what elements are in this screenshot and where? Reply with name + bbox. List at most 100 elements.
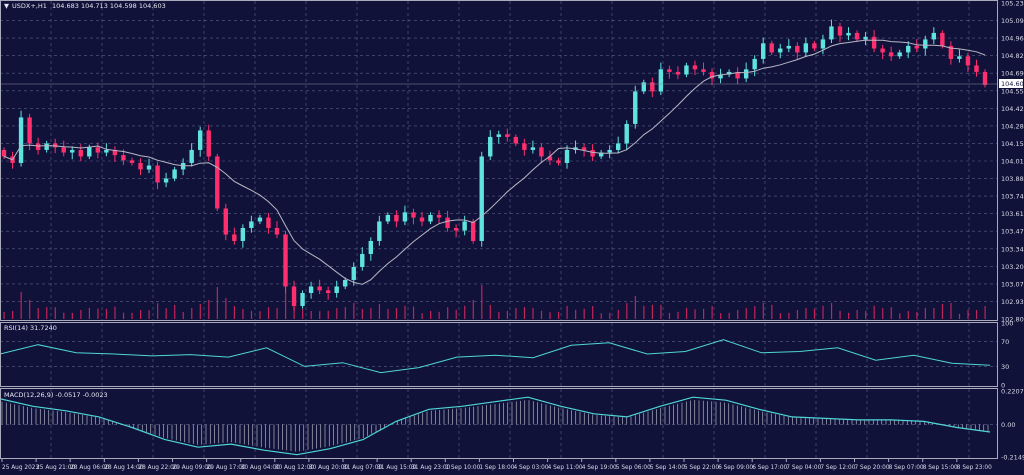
candle-body: [377, 221, 382, 241]
volume-bar: [395, 308, 398, 319]
volume-bar: [122, 312, 125, 319]
candle-body: [880, 48, 885, 53]
candle-body: [633, 91, 638, 124]
volume-bar: [97, 308, 99, 319]
time-tick-label: 29 Aug 09:00: [173, 465, 212, 471]
rsi-title: RSI(14) 31.7240: [4, 324, 57, 332]
volume-bar: [617, 310, 619, 319]
time-tick-label: 25 Aug 2023: [2, 465, 39, 471]
collapse-triangle-icon[interactable]: ▼: [4, 2, 9, 10]
volume-bar: [737, 310, 739, 319]
candle-body: [488, 136, 493, 157]
volume-bar: [754, 306, 756, 319]
volume-bar: [950, 303, 952, 319]
candle-body: [675, 71, 681, 75]
volume-bar: [208, 300, 210, 319]
candle-body: [837, 26, 843, 36]
price-tick: 104.690: [1001, 70, 1024, 78]
volume-bar: [728, 312, 730, 319]
candle-body: [351, 266, 356, 280]
candle-body: [112, 149, 118, 156]
price-tick: 103.880: [1001, 175, 1024, 183]
price-tick: 102.935: [1001, 298, 1024, 306]
volume-bar: [489, 305, 491, 319]
candle-body: [104, 149, 109, 153]
volume-bar: [216, 287, 218, 319]
volume-bar: [242, 309, 244, 319]
candle-body: [325, 290, 331, 293]
candle-body: [965, 56, 971, 66]
candle-body: [249, 221, 254, 228]
price-tick: 104.285: [1001, 122, 1024, 130]
volume-bar: [711, 306, 713, 319]
candle-body: [539, 147, 544, 157]
time-tick-label: 25 Aug 21:00: [36, 465, 75, 471]
candle-body: [428, 214, 433, 222]
volume-bar: [848, 312, 850, 319]
volume-bar: [225, 298, 227, 319]
time-tick-label: 7 Sep 12:00: [820, 465, 855, 471]
volume-bar: [941, 304, 944, 319]
volume-bar: [464, 305, 466, 319]
volume-bar: [285, 286, 287, 319]
rsi-line: [0, 339, 991, 374]
price-axis: 105.230 105.095 104.960 104.825 104.690 104.5…: [1001, 0, 1024, 324]
candle-body: [70, 149, 75, 153]
current-price-label: 104.603: [1001, 80, 1024, 88]
volume-bar: [447, 307, 449, 319]
volume-bar: [813, 308, 816, 319]
candle-body: [146, 165, 152, 170]
time-tick-label: 5 Sep 14:00: [650, 465, 685, 471]
candle-body: [232, 234, 237, 241]
candle-body: [274, 227, 280, 235]
volume-bar: [404, 305, 406, 319]
candle-body: [641, 82, 646, 92]
candle-body: [385, 214, 391, 222]
candle-body: [846, 32, 851, 36]
volume-bar: [583, 308, 585, 319]
candle-body: [820, 39, 826, 49]
volume-bar: [685, 307, 688, 319]
volume-bar: [839, 310, 841, 319]
price-tick: 105.095: [1001, 17, 1024, 25]
volume-bar: [412, 306, 415, 319]
candle-body: [334, 286, 339, 293]
time-tick-label: 29 Aug 17:00: [207, 465, 246, 471]
volume-bar: [54, 307, 56, 319]
volume-bar: [575, 309, 577, 319]
volume-bar: [353, 303, 355, 319]
volume-bar: [105, 308, 108, 319]
volume-bar: [899, 313, 901, 319]
candle-body: [863, 36, 868, 40]
time-tick-label: 7 Sep 20:00: [855, 465, 890, 471]
volume-bar: [651, 304, 654, 319]
volume-bar: [421, 313, 423, 319]
candle-body: [206, 130, 211, 157]
price-tick: 104.150: [1001, 140, 1024, 148]
time-tick-label: 30 Aug 04:00: [241, 465, 280, 471]
candle-body: [266, 217, 271, 228]
volume-bar: [924, 307, 926, 319]
volume-bar: [88, 307, 91, 319]
volume-bar: [71, 312, 73, 319]
time-tick-label: 5 Sep 22:00: [684, 465, 719, 471]
price-tick: 103.070: [1001, 280, 1024, 288]
volume-bar: [139, 310, 142, 319]
volume-bar: [498, 311, 500, 319]
volume-bar: [796, 310, 799, 319]
candle-body: [607, 149, 612, 153]
volume-bar: [702, 308, 705, 319]
price-tick: 102.800: [1001, 316, 1024, 324]
macd-tick: 0.00: [1001, 421, 1015, 429]
volume-bar: [131, 312, 133, 319]
candle-body: [769, 43, 774, 53]
volume-bar: [455, 309, 457, 319]
volume-bar: [916, 311, 918, 319]
volume-bar: [387, 309, 389, 319]
candle-body: [547, 156, 553, 161]
volume-bar: [506, 310, 508, 319]
candle-body: [667, 69, 672, 72]
volume-bar: [515, 308, 517, 319]
price-tick: 105.230: [1001, 0, 1024, 8]
